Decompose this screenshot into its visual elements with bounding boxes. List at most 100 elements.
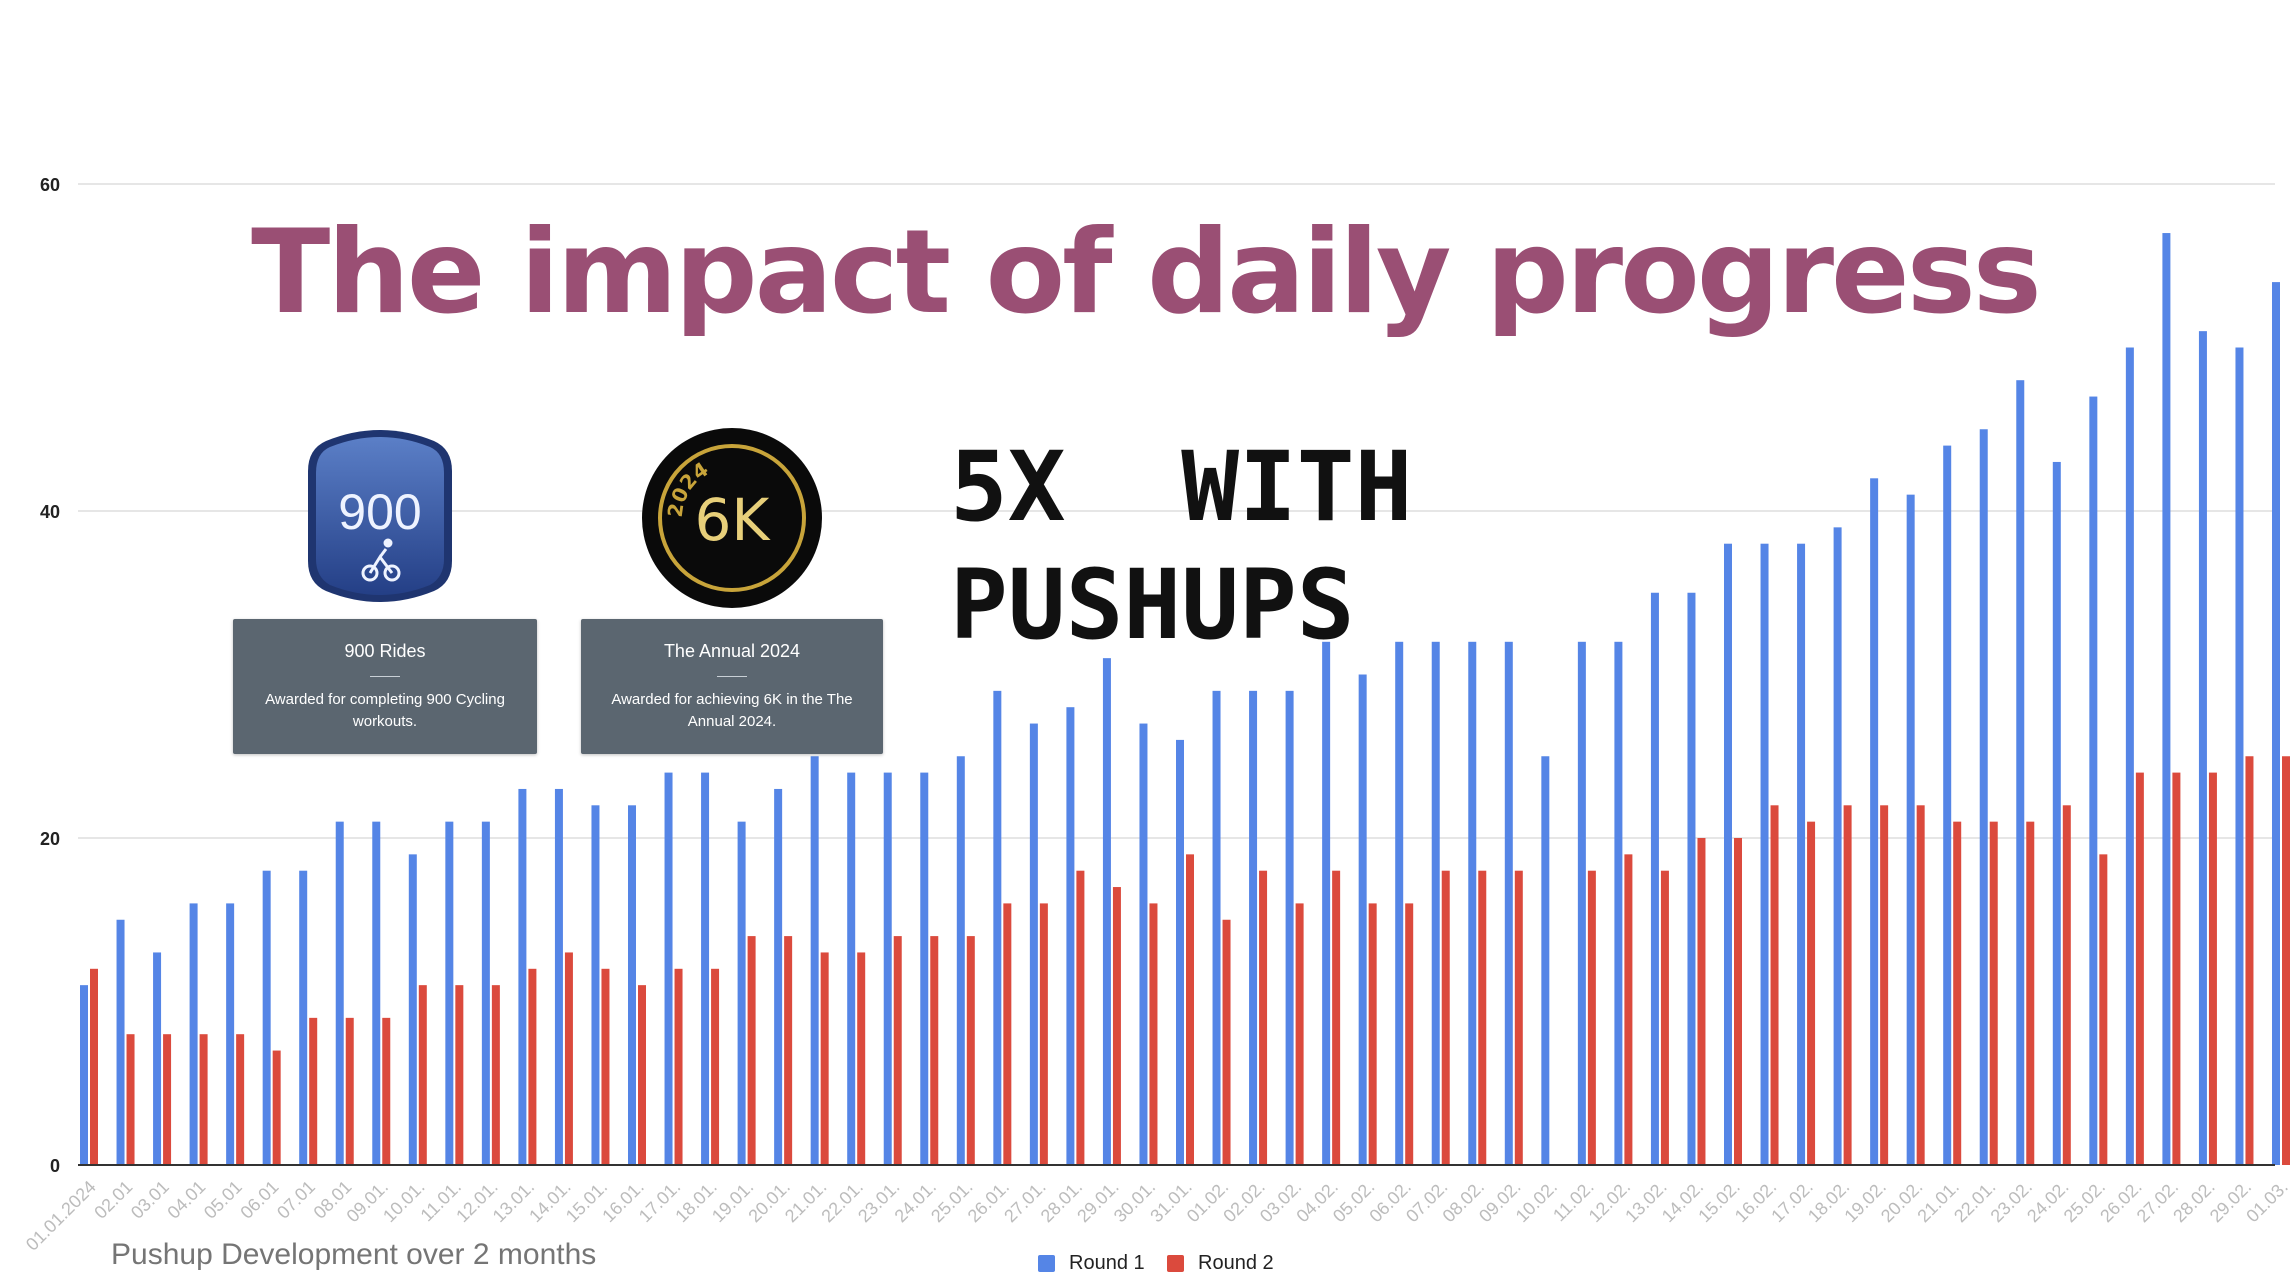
bar-round-1-40 <box>1541 756 1550 1165</box>
bar-round-2-37 <box>1441 870 1450 1165</box>
bar-round-2-22 <box>893 936 902 1165</box>
bar-round-2-56 <box>2135 772 2144 1165</box>
bar-round-2-52 <box>1989 821 1998 1165</box>
bar-round-2-33 <box>1295 903 1304 1165</box>
bar-round-2-13 <box>564 952 573 1165</box>
bar-round-2-34 <box>1332 870 1341 1165</box>
bar-round-2-19 <box>784 936 793 1165</box>
bar-round-2-29 <box>1149 903 1158 1165</box>
bar-round-1-18 <box>737 821 746 1165</box>
bar-round-1-5 <box>262 870 271 1165</box>
bar-round-2-48 <box>1843 805 1852 1165</box>
tooltip-900-rides: 900 Rides Awarded for completing 900 Cyc… <box>233 619 537 754</box>
bar-round-1-31 <box>1212 690 1221 1165</box>
bar-round-1-34 <box>1322 641 1331 1165</box>
bar-round-1-6 <box>299 870 308 1165</box>
x-tick-label: 06.01 <box>237 1177 283 1223</box>
x-tick-label: 04.01 <box>163 1177 209 1223</box>
bar-round-2-55 <box>2099 854 2108 1165</box>
bar-round-2-51 <box>1953 821 1962 1165</box>
bar-round-2-18 <box>747 936 756 1165</box>
bar-round-1-39 <box>1504 641 1513 1165</box>
bar-round-1-52 <box>1979 429 1988 1165</box>
x-tick-label: 01.03. <box>2242 1177 2290 1227</box>
bar-round-2-9 <box>418 985 427 1165</box>
bar-round-2-25 <box>1003 903 1012 1165</box>
bar-round-1-23 <box>920 772 929 1165</box>
bar-round-2-23 <box>930 936 939 1165</box>
bar-round-1-51 <box>1943 445 1952 1166</box>
tooltip-900-title: 900 Rides <box>344 641 426 661</box>
bar-round-1-2 <box>153 952 162 1165</box>
bar-round-1-10 <box>445 821 454 1165</box>
bar-round-1-42 <box>1614 641 1623 1165</box>
bar-round-2-8 <box>382 1017 391 1165</box>
subheadline-line-2: PUSHUPS <box>950 549 1355 661</box>
bar-round-2-54 <box>2062 805 2071 1165</box>
bar-round-1-60 <box>2272 282 2280 1166</box>
y-tick-label: 40 <box>40 502 60 522</box>
legend-label-round-1: Round 1 <box>1069 1252 1145 1274</box>
bar-round-1-0 <box>80 985 88 1165</box>
bar-round-1-21 <box>847 772 856 1165</box>
bar-round-1-20 <box>810 756 819 1165</box>
bar-round-2-17 <box>711 968 720 1165</box>
bar-round-1-7 <box>335 821 344 1165</box>
bar-round-1-33 <box>1285 690 1294 1165</box>
bar-round-2-43 <box>1660 870 1669 1165</box>
bar-round-1-59 <box>2235 347 2244 1165</box>
bar-round-1-17 <box>701 772 710 1165</box>
bar-round-1-35 <box>1358 674 1367 1165</box>
bar-round-1-29 <box>1139 723 1148 1165</box>
badge-6k-annual: 2024 6K <box>642 428 822 608</box>
bar-round-2-20 <box>820 952 829 1165</box>
bar-round-2-36 <box>1405 903 1414 1165</box>
legend-item-round-1: Round 1 <box>1038 1252 1145 1275</box>
bar-round-1-47 <box>1797 543 1806 1165</box>
tooltip-900-text: Awarded for completing 900 Cycling worko… <box>265 691 505 730</box>
bar-round-2-59 <box>2245 756 2254 1165</box>
badge-900-rides: 900 <box>308 430 452 602</box>
legend-item-round-2: Round 2 <box>1167 1252 1274 1275</box>
bar-round-2-12 <box>528 968 537 1165</box>
y-tick-label: 20 <box>40 829 60 849</box>
bar-round-2-28 <box>1112 887 1121 1165</box>
bar-round-2-46 <box>1770 805 1779 1165</box>
bar-round-2-27 <box>1076 870 1085 1165</box>
bar-round-2-15 <box>638 985 646 1165</box>
bar-round-2-53 <box>2026 821 2035 1165</box>
bar-round-2-14 <box>601 968 610 1165</box>
bar-round-2-24 <box>966 936 975 1165</box>
bar-round-2-41 <box>1587 870 1596 1165</box>
bar-round-1-11 <box>481 821 490 1165</box>
bars <box>80 233 2290 1166</box>
bar-round-1-48 <box>1833 527 1842 1165</box>
bar-round-2-2 <box>163 1034 172 1165</box>
badge-900-label: 900 <box>338 484 421 540</box>
bar-round-2-10 <box>455 985 464 1165</box>
bar-round-2-58 <box>2208 772 2217 1165</box>
x-tick-label: 01.01.2024 <box>22 1177 100 1255</box>
legend-swatch-round-1 <box>1038 1255 1055 1272</box>
bar-round-1-22 <box>883 772 892 1165</box>
bar-round-2-47 <box>1807 821 1816 1165</box>
bar-round-1-53 <box>2016 380 2025 1165</box>
x-tick-label: 10.01. <box>379 1177 429 1227</box>
tooltip-divider <box>370 676 400 677</box>
x-tick-label: 02.01 <box>90 1177 136 1223</box>
bar-round-1-12 <box>518 788 527 1165</box>
bar-round-2-45 <box>1734 838 1742 1165</box>
bar-round-1-44 <box>1687 592 1696 1165</box>
tooltip-6k-title: The Annual 2024 <box>663 641 801 661</box>
bar-round-2-0 <box>90 968 98 1165</box>
y-tick-label: 0 <box>50 1156 60 1176</box>
bar-round-1-57 <box>2162 233 2171 1166</box>
bar-round-1-4 <box>226 903 235 1165</box>
bar-round-1-9 <box>408 854 417 1165</box>
x-tick-label: 05.01 <box>200 1177 246 1223</box>
x-tick-label: 07.01 <box>273 1177 319 1223</box>
bar-round-1-50 <box>1906 494 1915 1165</box>
bar-round-2-60 <box>2282 756 2290 1165</box>
bar-round-1-26 <box>1029 723 1038 1165</box>
bar-round-1-38 <box>1468 641 1477 1165</box>
